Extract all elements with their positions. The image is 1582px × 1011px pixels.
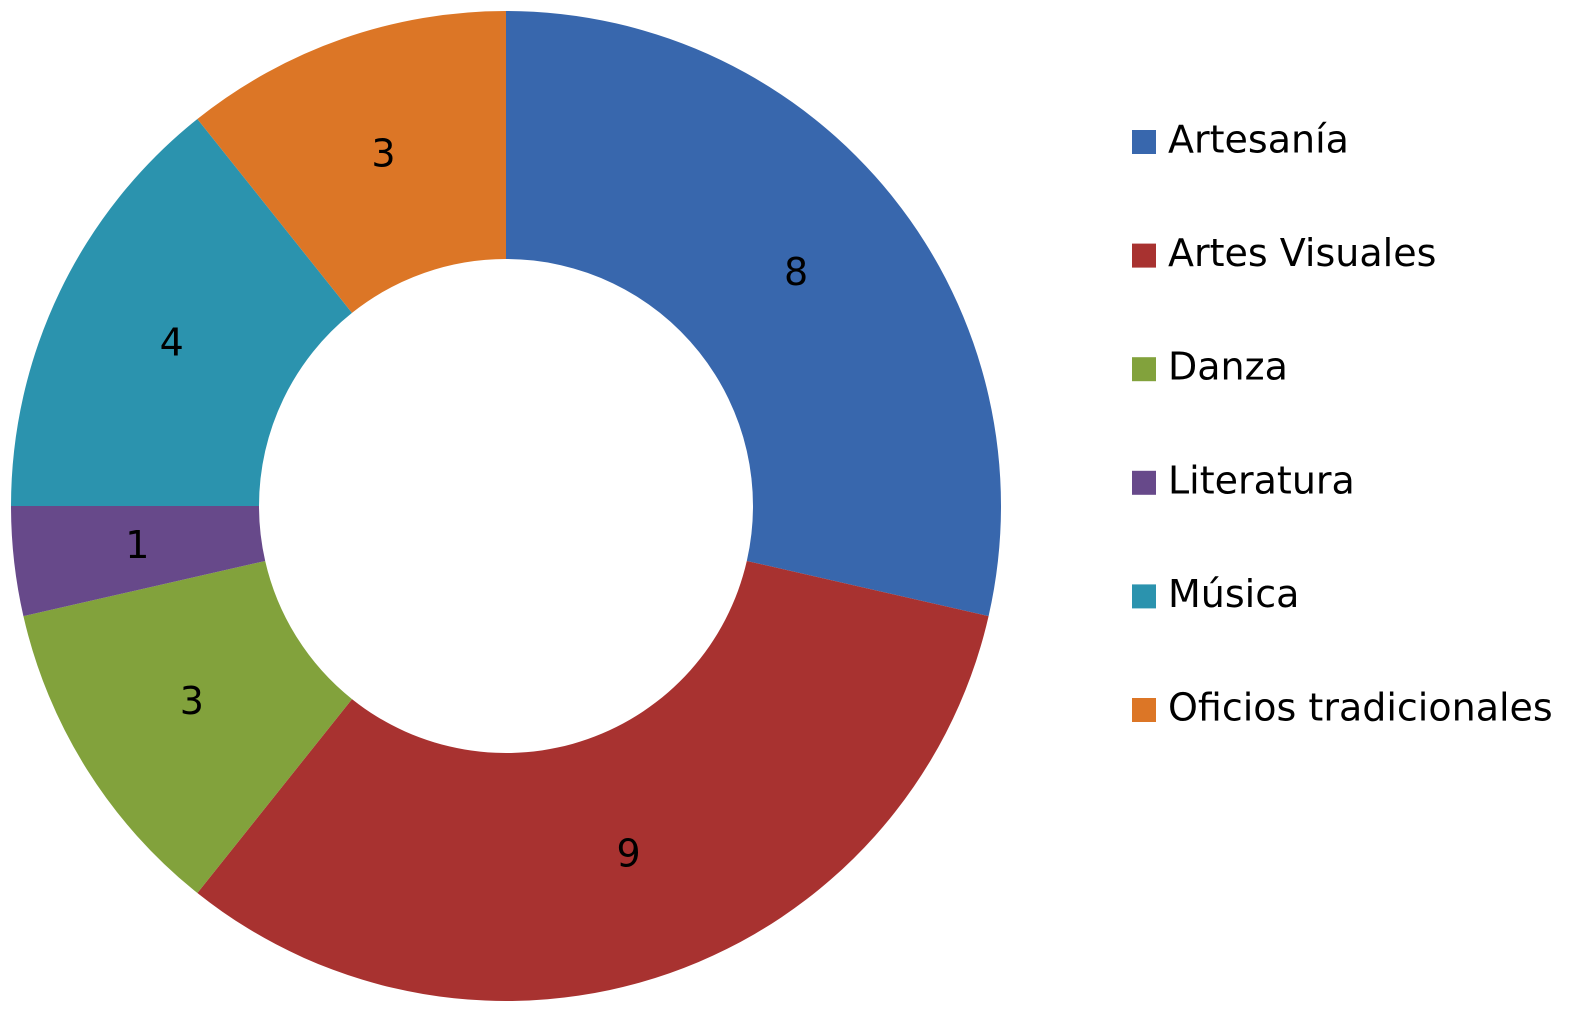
donut-slice [197, 11, 506, 313]
data-label: 3 [180, 679, 204, 723]
donut-slice [506, 11, 1001, 617]
legend-label: Artesanía [1168, 118, 1349, 162]
data-label: 8 [784, 250, 808, 294]
data-label: 1 [125, 523, 149, 567]
legend-label: Literatura [1168, 458, 1355, 502]
legend-swatch [1132, 130, 1156, 154]
legend-label: Artes Visuales [1168, 231, 1436, 275]
data-label: 4 [160, 321, 184, 365]
legend-swatch [1132, 584, 1156, 609]
legend-label: Oficios tradicionales [1168, 686, 1553, 730]
data-label: 9 [616, 832, 640, 876]
legend-swatch [1132, 357, 1156, 382]
donut-slice [197, 560, 989, 1002]
legend-label: Danza [1168, 345, 1288, 389]
legend-swatch [1132, 470, 1156, 495]
donut-slice [23, 560, 352, 894]
donut-slice [11, 506, 266, 617]
legend-label: Música [1168, 572, 1299, 616]
data-label: 3 [371, 131, 395, 175]
donut-slice [11, 118, 352, 507]
legend-swatch [1132, 698, 1156, 722]
legend-swatch [1132, 243, 1156, 268]
